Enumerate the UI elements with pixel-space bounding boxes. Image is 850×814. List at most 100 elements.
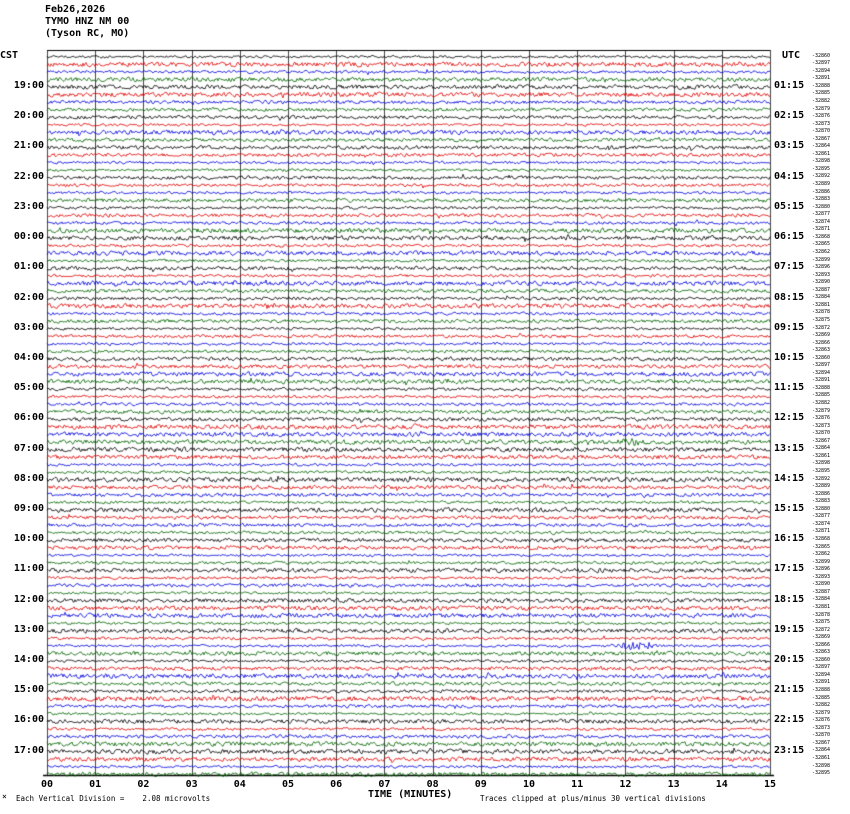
trace-offset-label: -32897 [812,664,831,671]
x-axis-label: TIME (MINUTES) [368,789,453,800]
x-tick-label: 05 [281,779,295,790]
x-tick-label: 15 [763,779,777,790]
left-time-label: 07:00 [13,442,44,454]
trace-offset-label: -32863 [812,347,831,354]
trace-offset-label: -32872 [812,626,831,633]
trace-offset-label: -32879 [812,105,831,112]
trace-offset-label: -32892 [812,173,831,180]
trace-offset-label: -32867 [812,739,831,746]
trace-offset-label: -32894 [812,67,831,74]
trace-offset-label: -32860 [812,354,831,361]
right-time-label: 23:15 [774,744,805,756]
x-tick-label: 14 [715,779,728,790]
corner-mark: × [2,792,7,801]
right-time-label: 17:15 [774,563,805,575]
left-time-label: 03:00 [13,321,44,333]
trace-offset-label: -32864 [812,445,831,452]
x-tick-label: 00 [40,779,54,790]
trace-offset-label: -32865 [812,543,831,550]
left-time-label: 17:00 [13,744,44,756]
right-time-label: 12:15 [774,412,805,424]
trace-offset-label: -32862 [812,551,831,557]
trace-offset-label: -32876 [812,717,831,724]
x-tick-label: 07 [378,779,391,790]
trace-offset-label: -32897 [812,362,831,369]
left-time-label: 06:00 [13,412,44,424]
left-time-label: 19:00 [13,80,44,91]
trace-offset-label: -32861 [812,452,831,459]
footer-clip-note: Traces clipped at plus/minus 30 vertical… [480,794,706,803]
trace-offset-label: -32867 [812,437,831,444]
trace-offset-label: -32890 [812,279,831,286]
x-tick-label: 02 [137,779,150,790]
right-time-label: 04:15 [774,170,805,182]
right-time-label: 09:15 [774,321,805,333]
trace-offset-label: -32875 [812,619,831,625]
trace-offset-label: -32876 [812,415,831,422]
trace-offset-label: -32884 [812,294,831,301]
trace-offset-label: -32893 [812,271,831,278]
left-time-label: 00:00 [13,231,44,242]
left-time-label: 23:00 [13,200,44,212]
trace-offset-label: -32882 [812,97,831,104]
trace-offset-label: -32866 [812,641,831,648]
trace-offset-label: -32877 [812,211,831,218]
trace-offset-label: -32898 [812,460,831,467]
left-time-label: 22:00 [13,170,44,182]
trace-offset-label: -32899 [812,256,831,263]
trace-offset-label: -32861 [812,150,831,157]
trace-offset-label: -32893 [812,573,831,580]
trace-offset-label: -32877 [812,513,831,520]
trace-offset-label: -32895 [812,468,831,474]
trace-offset-label: -32865 [812,241,831,248]
left-time-label: 11:00 [13,563,44,575]
trace-offset-label: -32881 [812,603,831,610]
trace-offset-label: -32887 [812,286,831,293]
x-tick-label: 10 [522,779,536,790]
right-time-label: 20:15 [774,654,805,665]
trace-offset-label: -32875 [812,316,831,323]
left-time-label: 12:00 [13,593,44,605]
x-tick-label: 13 [667,779,680,790]
right-time-label: 03:15 [774,140,805,152]
trace-offset-label: -32887 [812,588,831,595]
trace-offset-label: -32864 [812,747,831,754]
trace-offset-label: -32895 [812,770,831,776]
x-tick-label: 08 [426,779,439,790]
trace-offset-label: -32899 [812,558,831,565]
trace-offset-label: -32891 [812,679,831,686]
trace-offset-label: -32883 [812,196,831,203]
trace-offset-label: -32874 [812,520,831,527]
right-time-label: 18:15 [774,593,805,605]
trace-offset-label: -32896 [812,264,831,271]
trace-offset-label: -32860 [812,52,831,59]
left-time-label: 13:00 [13,623,44,635]
right-time-label: 06:15 [774,231,805,242]
right-axis-title: UTC [782,50,801,61]
trace-offset-label: -32884 [812,596,831,603]
trace-offset-label: -32894 [812,369,831,376]
trace-offset-label: -32872 [812,324,831,331]
left-time-label: 02:00 [13,291,44,303]
plot-date: Feb26,2026 [45,4,106,15]
footer-scale-note: Each Vertical Division = 2.08 microvolts [16,794,211,803]
right-time-label: 11:15 [774,382,805,394]
right-time-label: 02:15 [774,110,805,122]
trace-offset-label: -32869 [812,634,831,641]
left-time-label: 08:00 [13,472,44,484]
right-time-label: 08:15 [774,291,805,303]
x-tick-label: 09 [474,779,487,790]
left-time-label: 09:00 [13,502,44,514]
trace-offset-label: -32876 [812,113,831,119]
trace-offset-label: -32882 [812,702,831,709]
trace-offset-label: -32889 [812,181,831,187]
left-time-label: 15:00 [13,684,44,696]
trace-offset-label: -32879 [812,709,831,716]
trace-offset-label: -32880 [812,505,831,512]
trace-offset-label: -32874 [812,218,831,225]
trace-offset-label: -32870 [812,732,831,739]
trace-offset-label: -32898 [812,762,831,769]
trace-offset-label: -32896 [812,566,831,573]
